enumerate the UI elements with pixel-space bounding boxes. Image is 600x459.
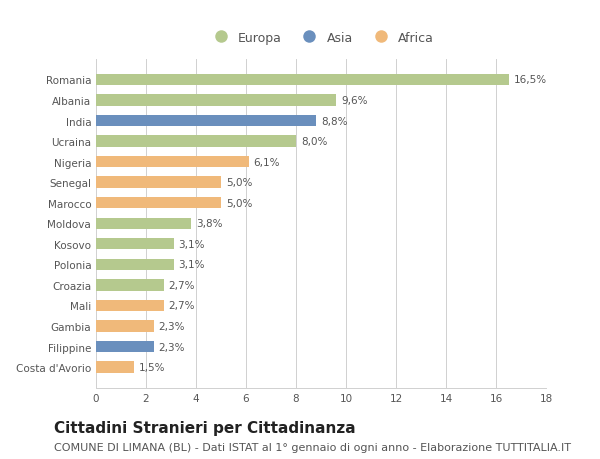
Bar [96, 239, 173, 250]
Text: 9,6%: 9,6% [341, 96, 367, 106]
Bar [96, 177, 221, 188]
Bar [96, 280, 163, 291]
Text: 3,1%: 3,1% [179, 260, 205, 270]
Text: 3,8%: 3,8% [196, 219, 223, 229]
Bar [96, 95, 336, 106]
Text: 5,0%: 5,0% [226, 178, 253, 188]
Text: 6,1%: 6,1% [254, 157, 280, 167]
Bar [96, 300, 163, 311]
Text: 2,3%: 2,3% [158, 321, 185, 331]
Bar [96, 341, 154, 353]
Bar [96, 321, 154, 332]
Text: 2,3%: 2,3% [158, 342, 185, 352]
Text: 1,5%: 1,5% [139, 362, 165, 372]
Bar [96, 362, 133, 373]
Text: 5,0%: 5,0% [226, 198, 253, 208]
Bar [96, 136, 296, 147]
Text: Cittadini Stranieri per Cittadinanza: Cittadini Stranieri per Cittadinanza [54, 420, 356, 435]
Text: 2,7%: 2,7% [169, 301, 195, 311]
Bar [96, 198, 221, 209]
Bar [96, 218, 191, 230]
Legend: Europa, Asia, Africa: Europa, Asia, Africa [203, 27, 439, 50]
Text: 16,5%: 16,5% [514, 75, 547, 85]
Bar [96, 157, 248, 168]
Text: 3,1%: 3,1% [179, 239, 205, 249]
Bar [96, 116, 316, 127]
Text: 8,0%: 8,0% [301, 137, 328, 147]
Text: 2,7%: 2,7% [169, 280, 195, 290]
Bar [96, 75, 509, 86]
Text: 8,8%: 8,8% [321, 116, 347, 126]
Bar [96, 259, 173, 270]
Text: COMUNE DI LIMANA (BL) - Dati ISTAT al 1° gennaio di ogni anno - Elaborazione TUT: COMUNE DI LIMANA (BL) - Dati ISTAT al 1°… [54, 442, 571, 452]
